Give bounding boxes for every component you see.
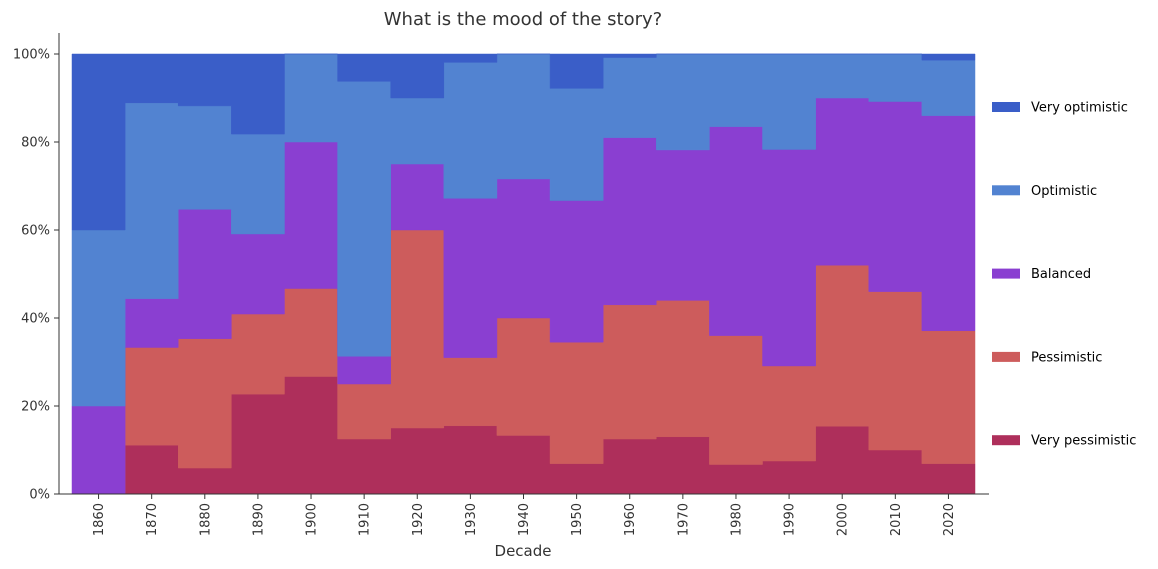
x-tick-label: 1880 [198,503,213,536]
chart-title: What is the mood of the story? [384,9,662,30]
x-tick-label: 1960 [623,503,638,536]
y-tick-label: 20% [21,400,50,415]
x-tick-label: 1860 [92,503,107,536]
legend-swatch [992,351,1020,362]
legend-swatch [992,102,1020,112]
x-tick-label: 1900 [305,503,320,536]
y-tick-label: 80% [21,136,50,151]
area-series-4 [71,53,976,231]
legend-label: Optimistic [1031,184,1097,199]
x-tick-label: 2020 [942,503,957,536]
x-tick-label: 1980 [729,503,744,536]
x-axis-label: Decade [495,542,552,560]
legend-swatch [992,435,1020,446]
y-tick-label: 40% [21,312,50,327]
x-tick-label: 2010 [889,503,904,536]
x-tick-label: 1910 [358,503,373,536]
legend-label: Balanced [1031,267,1091,282]
x-tick-label: 1920 [411,503,426,536]
legend-label: Pessimistic [1031,350,1102,365]
x-tick-label: 2000 [836,503,851,536]
legend-label: Very pessimistic [1031,434,1136,449]
x-axis-ticks: 1860 1870 1880 1890 1900 1910 1920 1930 1940 1950… [92,494,957,536]
x-tick-label: 1890 [251,503,266,536]
x-tick-label: 1990 [783,503,798,536]
legend-swatch [992,185,1020,196]
x-tick-label: 1930 [464,503,479,536]
x-tick-label: 1870 [145,503,160,536]
y-tick-label: 100% [13,48,50,63]
x-tick-label: 1940 [517,503,532,536]
legend-swatch [992,268,1020,279]
y-tick-label: 0% [29,488,50,503]
y-tick-label: 60% [21,224,50,239]
x-tick-label: 1970 [676,503,691,536]
stacked-areas [71,53,976,495]
legend: Very optimistic Optimistic Balanced Pessimi… [992,101,1136,449]
x-tick-label: 1950 [570,503,585,536]
legend-label: Very optimistic [1031,101,1128,116]
y-axis-ticks: 0% 20% 40% 60% 80% 100% [13,48,59,503]
